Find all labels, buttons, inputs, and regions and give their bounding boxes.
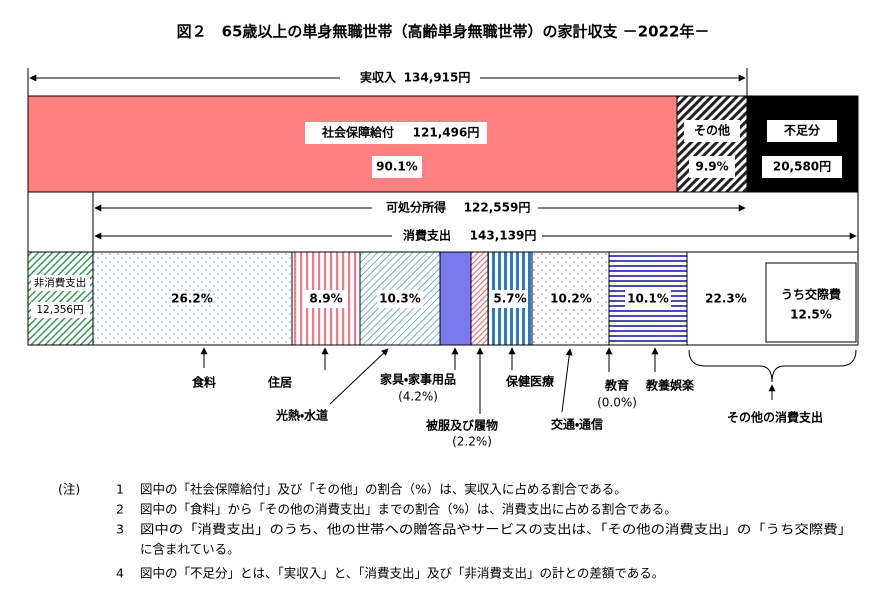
label-bg (392, 228, 542, 244)
pointer (561, 348, 573, 413)
social-security-share: 90.1% (376, 160, 418, 174)
shortfall-amount: 20,580円 (773, 160, 831, 174)
other-income-share: 9.9% (695, 160, 728, 174)
label-box (762, 156, 842, 178)
brace (688, 349, 857, 383)
other-income-label: その他 (694, 123, 730, 138)
other-consumption-label: その他の消費支出 (727, 410, 823, 425)
label-box (625, 290, 671, 308)
note-number: 1 (116, 482, 124, 497)
utilities-label: 光熱・水道 (275, 408, 328, 423)
furniture-share: (4.2%) (398, 390, 438, 404)
label-box (767, 120, 837, 142)
furniture-label: 家具・家事用品 (380, 372, 456, 387)
label-box (372, 156, 422, 178)
note-text: 図中の「社会保障給付」及び「その他」の割合（%）は、実収入に占める割合である。 (140, 482, 627, 497)
other-consumption-share: 22.3% (705, 292, 747, 306)
furniture-bar (439, 251, 472, 346)
note-text: に含まれている。 (140, 542, 240, 557)
label-box (492, 290, 528, 308)
social-security-label: 社会保障給付 (321, 125, 394, 140)
title: 図２ 65歳以上の単身無職世帯（高齢単身無職世帯）の家計収支 －2022年－ (177, 23, 710, 41)
label-bg (340, 70, 480, 86)
label-bg (372, 200, 538, 216)
label-box (31, 302, 90, 318)
pointer (329, 348, 389, 405)
medical-label: 保健医療 (505, 374, 555, 389)
food-share: 26.2% (171, 292, 213, 306)
label-box (31, 275, 90, 291)
clothing-label: 被服及び履物 (425, 418, 498, 433)
consumption-label: 消費支出 (403, 228, 451, 243)
label-box (305, 290, 347, 308)
note-number: 3 (116, 522, 124, 537)
note-number: 4 (116, 566, 124, 581)
note-text: 図中の「食料」から「その他の消費支出」までの割合（%）は、消費支出に占める割合で… (140, 502, 677, 517)
label-box (689, 156, 735, 178)
note-text: 図中の「消費支出」のうち、他の世帯への贈答品やサービスの支出は、「その他の消費支… (140, 522, 852, 537)
label-box (377, 290, 423, 308)
disposable-amount: 122,559円 (464, 201, 531, 215)
income-label: 実収入 (360, 70, 397, 85)
housing-share: 8.9% (309, 292, 342, 306)
note-text: 図中の「不足分」とは、「実収入」と、「消費支出」及び「非消費支出」の計との差額で… (140, 566, 664, 581)
food-label: 食料 (191, 375, 216, 390)
culture-share: 10.1% (627, 292, 669, 306)
transport-bar (531, 251, 610, 346)
non-consumption-bar (27, 251, 94, 346)
culture-label: 教養娯楽 (645, 378, 695, 393)
education-share: (0.0%) (597, 396, 637, 410)
clothing-bar (470, 251, 489, 346)
medical-share: 5.7% (493, 292, 526, 306)
social-expense-box (765, 262, 857, 343)
shortfall-label: 不足分 (784, 123, 821, 138)
income-amount: 134,915円 (404, 71, 471, 85)
utilities-share: 10.3% (379, 292, 421, 306)
social-expense-label: うち交際費 (781, 287, 841, 302)
clothing-share: (2.2%) (452, 435, 492, 449)
education-label: 教育 (604, 378, 629, 393)
consumption-amount: 143,139円 (470, 229, 537, 243)
non-consumption-label: 非消費支出 (34, 276, 87, 289)
transport-label: 交通・通信 (551, 417, 603, 432)
label-box (684, 120, 740, 142)
note-number: 2 (116, 502, 124, 517)
transport-share: 10.2% (550, 292, 592, 306)
housing-label: 住居 (267, 375, 292, 390)
label-box (305, 122, 487, 144)
social-expense-share: 12.5% (790, 308, 832, 322)
non-consumption-amount: 12,356円 (36, 304, 83, 316)
disposable-label: 可処分所得 (386, 200, 446, 215)
social-security-amount: 121,496円 (413, 126, 480, 140)
label-box (548, 290, 594, 308)
notes-marker: (注) (58, 482, 80, 497)
food-bar (92, 251, 293, 346)
